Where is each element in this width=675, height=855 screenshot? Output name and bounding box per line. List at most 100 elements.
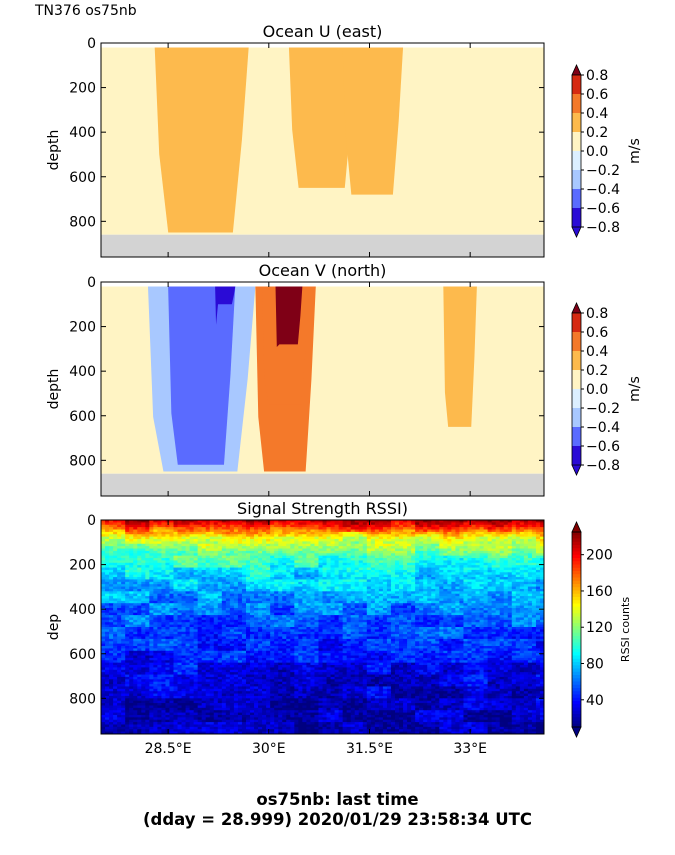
heatmap-cell [193,574,199,578]
heatmap-cell [213,617,219,621]
heatmap-cell [125,615,130,619]
heatmap-cell [298,622,303,626]
heatmap-cell [382,577,388,581]
heatmap-cell [330,555,336,559]
heatmap-cell [487,622,493,626]
heatmap-cell [439,586,444,590]
heatmap-cell [531,593,537,597]
heatmap-cell [483,548,489,552]
heatmap-cell [531,536,537,540]
heatmap-cell [419,527,424,531]
heatmap-cell [290,617,295,621]
heatmap-cell [411,524,416,528]
heatmap-cell [374,541,380,545]
heatmap-cell [467,607,473,611]
heatmap-cell [378,562,384,566]
heatmap-cell [250,531,255,535]
heatmap-cell [233,541,239,545]
heatmap-cell [394,600,400,604]
heatmap-cell [185,603,191,607]
heatmap-cell [258,553,263,557]
heatmap-cell [399,610,404,614]
heatmap-cell [358,584,364,588]
heatmap-cell [278,520,283,523]
heatmap-cell [177,615,183,619]
heatmap-cell [141,539,146,542]
heatmap-cell [294,539,299,542]
heatmap-cell [258,603,263,607]
heatmap-cell [298,572,303,576]
heatmap-cell [101,591,106,595]
heatmap-cell [181,591,187,595]
heatmap-cell [221,565,227,569]
heatmap-cell [382,610,388,614]
heatmap-cell [201,622,207,626]
heatmap-cell [358,555,364,559]
heatmap-cell [419,536,424,540]
colorbar-tick-label: 0.4 [586,106,608,122]
heatmap-cell [511,586,517,590]
heatmap-cell [519,588,525,592]
heatmap-cell [447,539,452,542]
heatmap-cell [394,541,400,545]
heatmap-cell [310,546,316,550]
heatmap-cell [314,584,320,588]
heatmap-cell [298,605,303,609]
heatmap-cell [153,567,158,571]
heatmap-cell [274,610,279,614]
heatmap-cell [189,586,195,590]
heatmap-cell [233,520,239,523]
heatmap-cell [354,619,360,623]
heatmap-cell [245,622,251,626]
heatmap-cell [149,550,154,554]
heatmap-cell [423,581,428,585]
heatmap-cell [499,586,505,590]
heatmap-cell [503,593,509,597]
heatmap-cell [113,615,118,619]
heatmap-cell [419,598,424,602]
heatmap-cell [322,600,328,604]
heatmap-cell [431,586,436,590]
heatmap-cell [459,607,465,611]
heatmap-cell [121,543,126,547]
heatmap-cell [286,560,291,564]
heatmap-cell [153,622,158,626]
heatmap-cell [527,553,533,557]
heatmap-cell [129,550,134,554]
heatmap-cell [382,588,388,592]
heatmap-cell [189,524,195,528]
heatmap-cell [105,569,110,573]
heatmap-cell [495,539,501,542]
axes-frame [100,281,545,497]
heatmap-cell [338,605,344,609]
heatmap-cell [483,558,489,562]
heatmap-cell [531,541,537,545]
heatmap-cell [129,574,134,578]
heatmap-cell [479,567,485,571]
heatmap-cell [443,615,448,619]
heatmap-cell [205,550,211,554]
heatmap-cell [455,524,461,528]
heatmap-cell [302,520,307,523]
heatmap-cell [467,612,473,616]
heatmap-cell [370,527,376,531]
heatmap-cell [495,572,501,576]
heatmap-cell [399,555,404,559]
heatmap-cell [205,593,211,597]
heatmap-cell [350,617,356,621]
heatmap-cell [411,534,416,538]
heatmap-cell [346,586,352,590]
heatmap-cell [531,546,537,550]
heatmap-cell [390,553,396,557]
heatmap-cell [173,541,179,545]
heatmap-cell [129,562,134,566]
heatmap-cell [467,596,473,600]
heatmap-cell [185,574,191,578]
heatmap-cell [161,600,167,604]
heatmap-cell [519,603,525,607]
heatmap-cell [487,541,493,545]
heatmap-cell [250,591,255,595]
heatmap-cell [254,603,259,607]
heatmap-cell [370,615,376,619]
heatmap-cell [221,622,227,626]
